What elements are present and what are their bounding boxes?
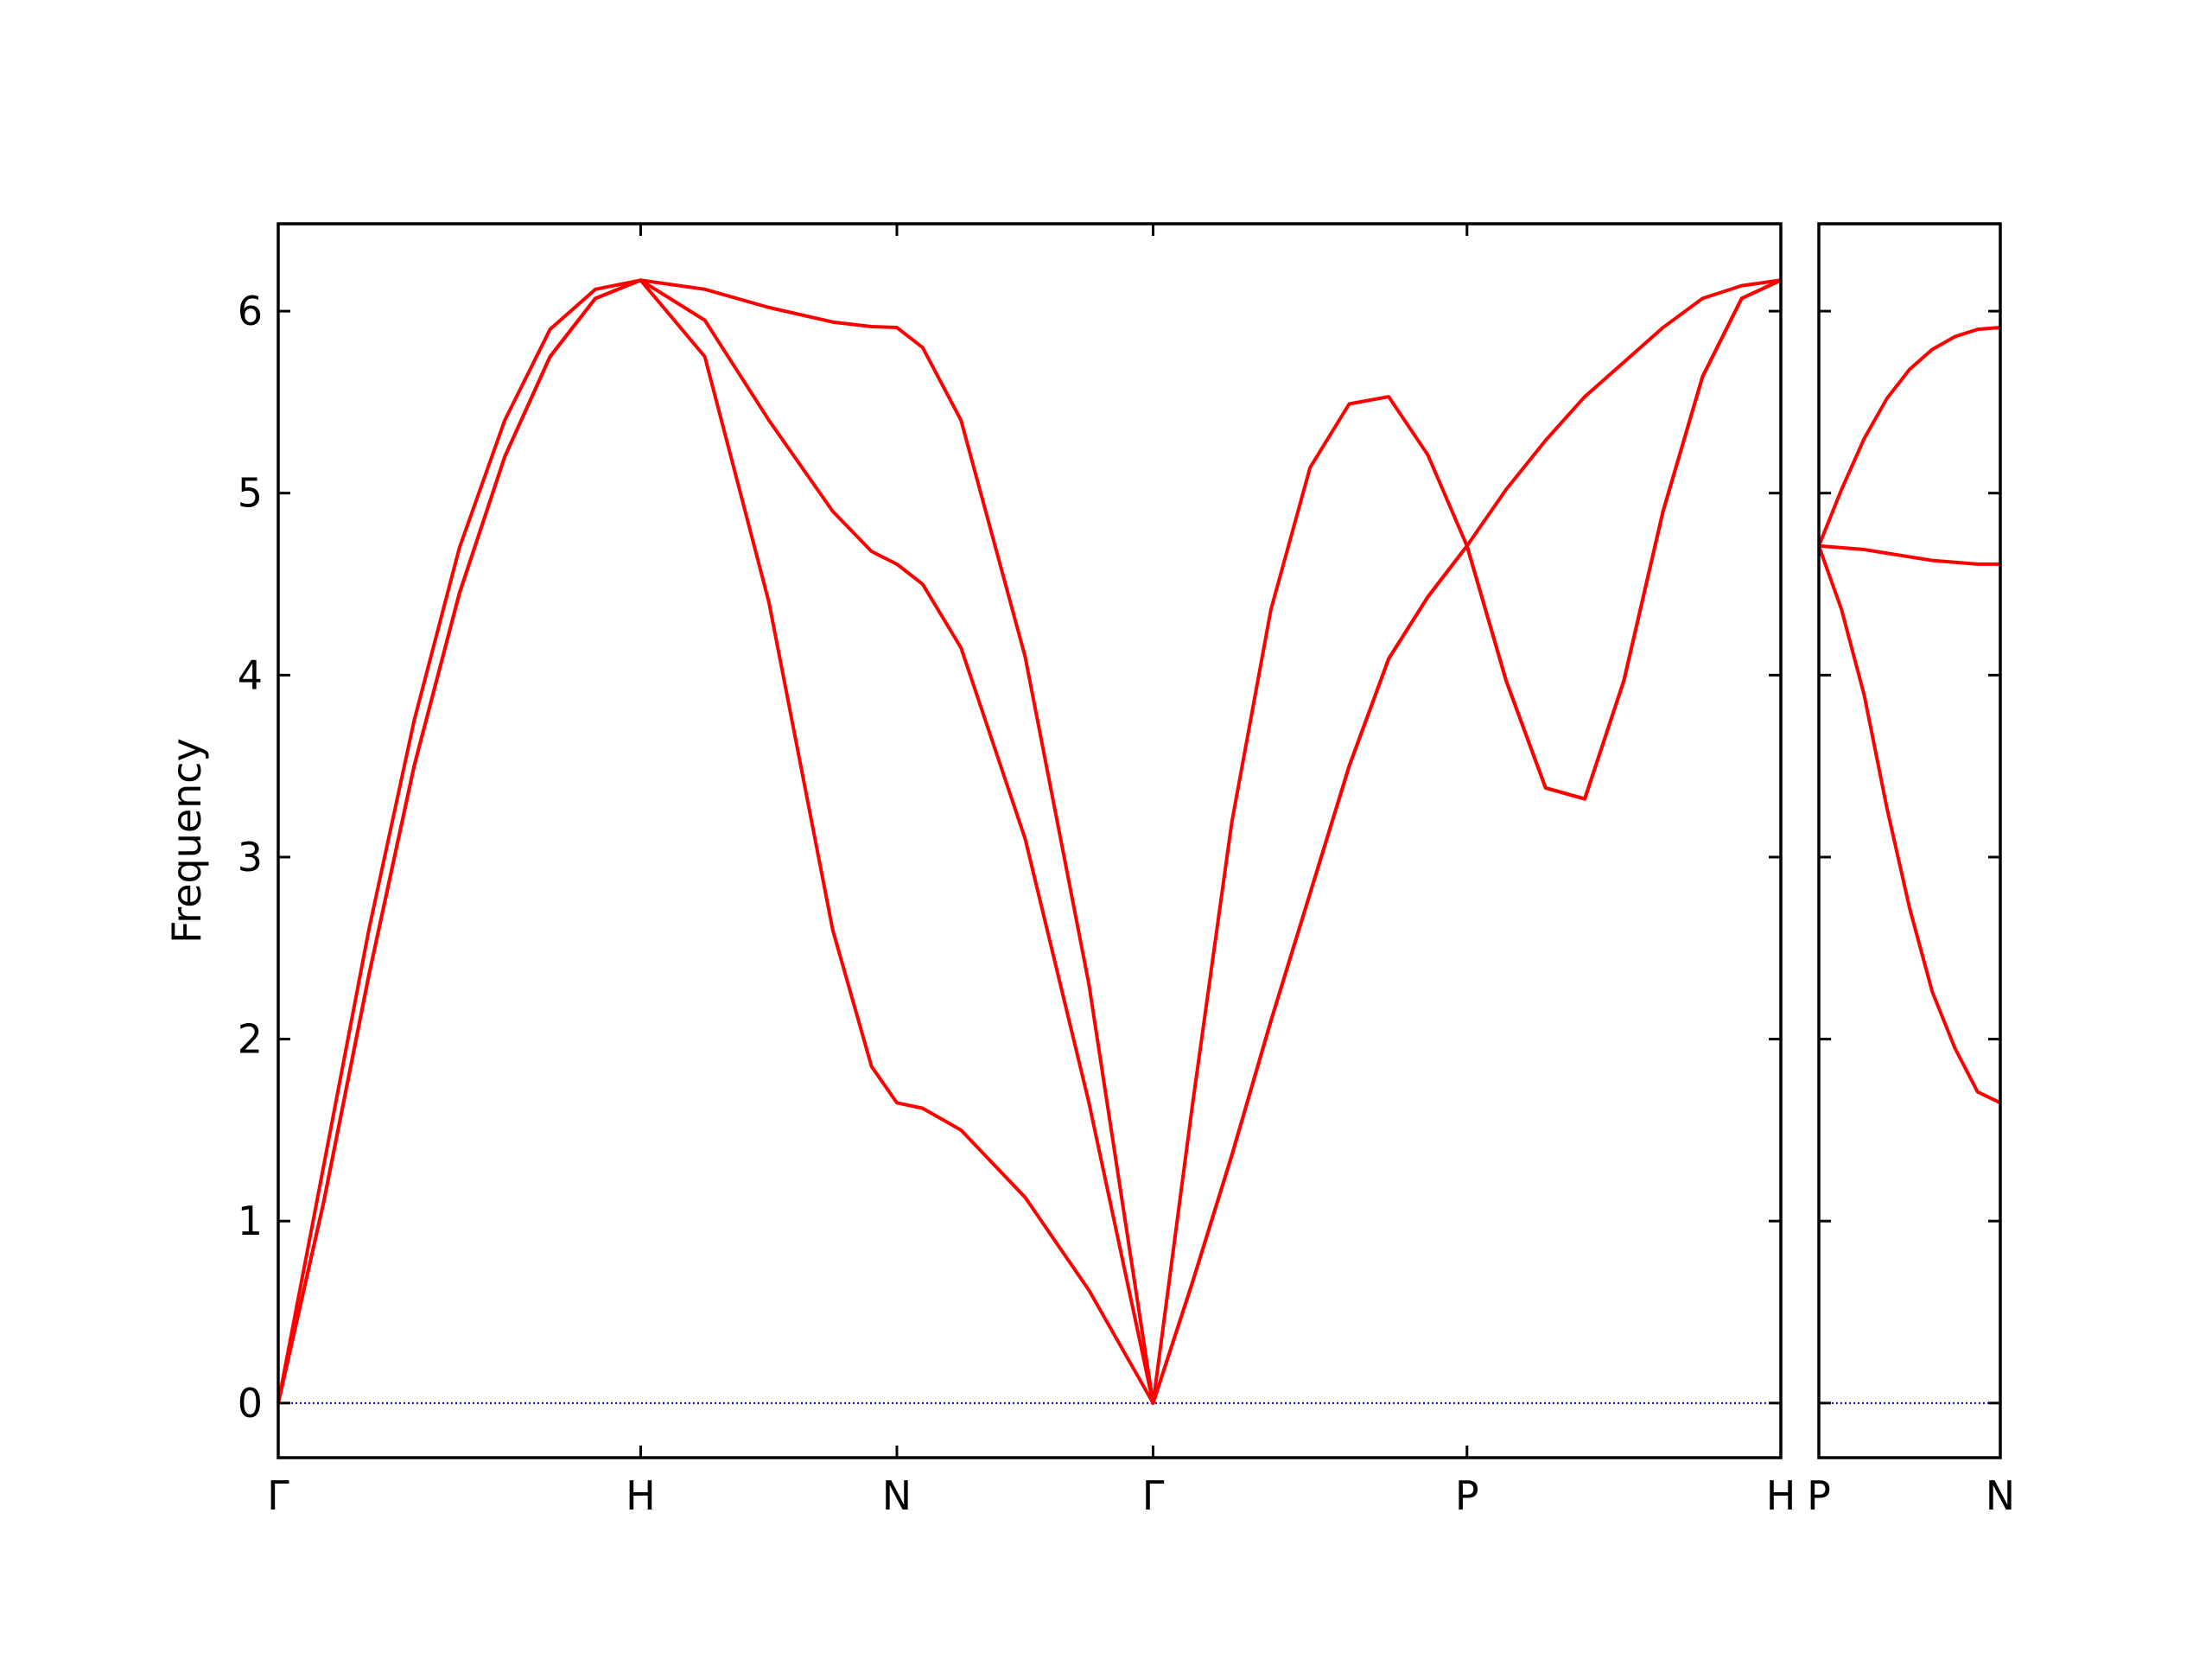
y-tick-label: 3 <box>238 834 263 880</box>
x-tick-label: P <box>1807 1472 1831 1519</box>
y-tick-label: 5 <box>238 470 263 517</box>
x-tick-label: N <box>882 1472 912 1519</box>
y-tick-label: 1 <box>238 1198 263 1244</box>
x-tick-label: N <box>1986 1472 2015 1519</box>
plot-frame <box>276 222 1783 1459</box>
x-tick-label: P <box>1455 1472 1479 1519</box>
band-line <box>1817 545 2001 1105</box>
x-tick-label: H <box>1766 1472 1796 1519</box>
band-line <box>276 278 1782 1405</box>
plot-frame <box>1817 222 2002 1459</box>
y-tick-label: 6 <box>238 288 263 334</box>
y-tick-label: 2 <box>238 1016 263 1063</box>
x-tick-label: H <box>626 1472 656 1519</box>
x-tick-label: Γ <box>267 1472 289 1519</box>
band-line <box>276 278 1782 1405</box>
y-axis-label: Frequency <box>163 738 210 944</box>
band-line <box>1817 326 2001 547</box>
band-line <box>1818 543 2000 566</box>
y-tick-label: 0 <box>238 1380 263 1427</box>
y-tick-label: 4 <box>238 652 263 698</box>
x-tick-label: Γ <box>1142 1472 1165 1519</box>
